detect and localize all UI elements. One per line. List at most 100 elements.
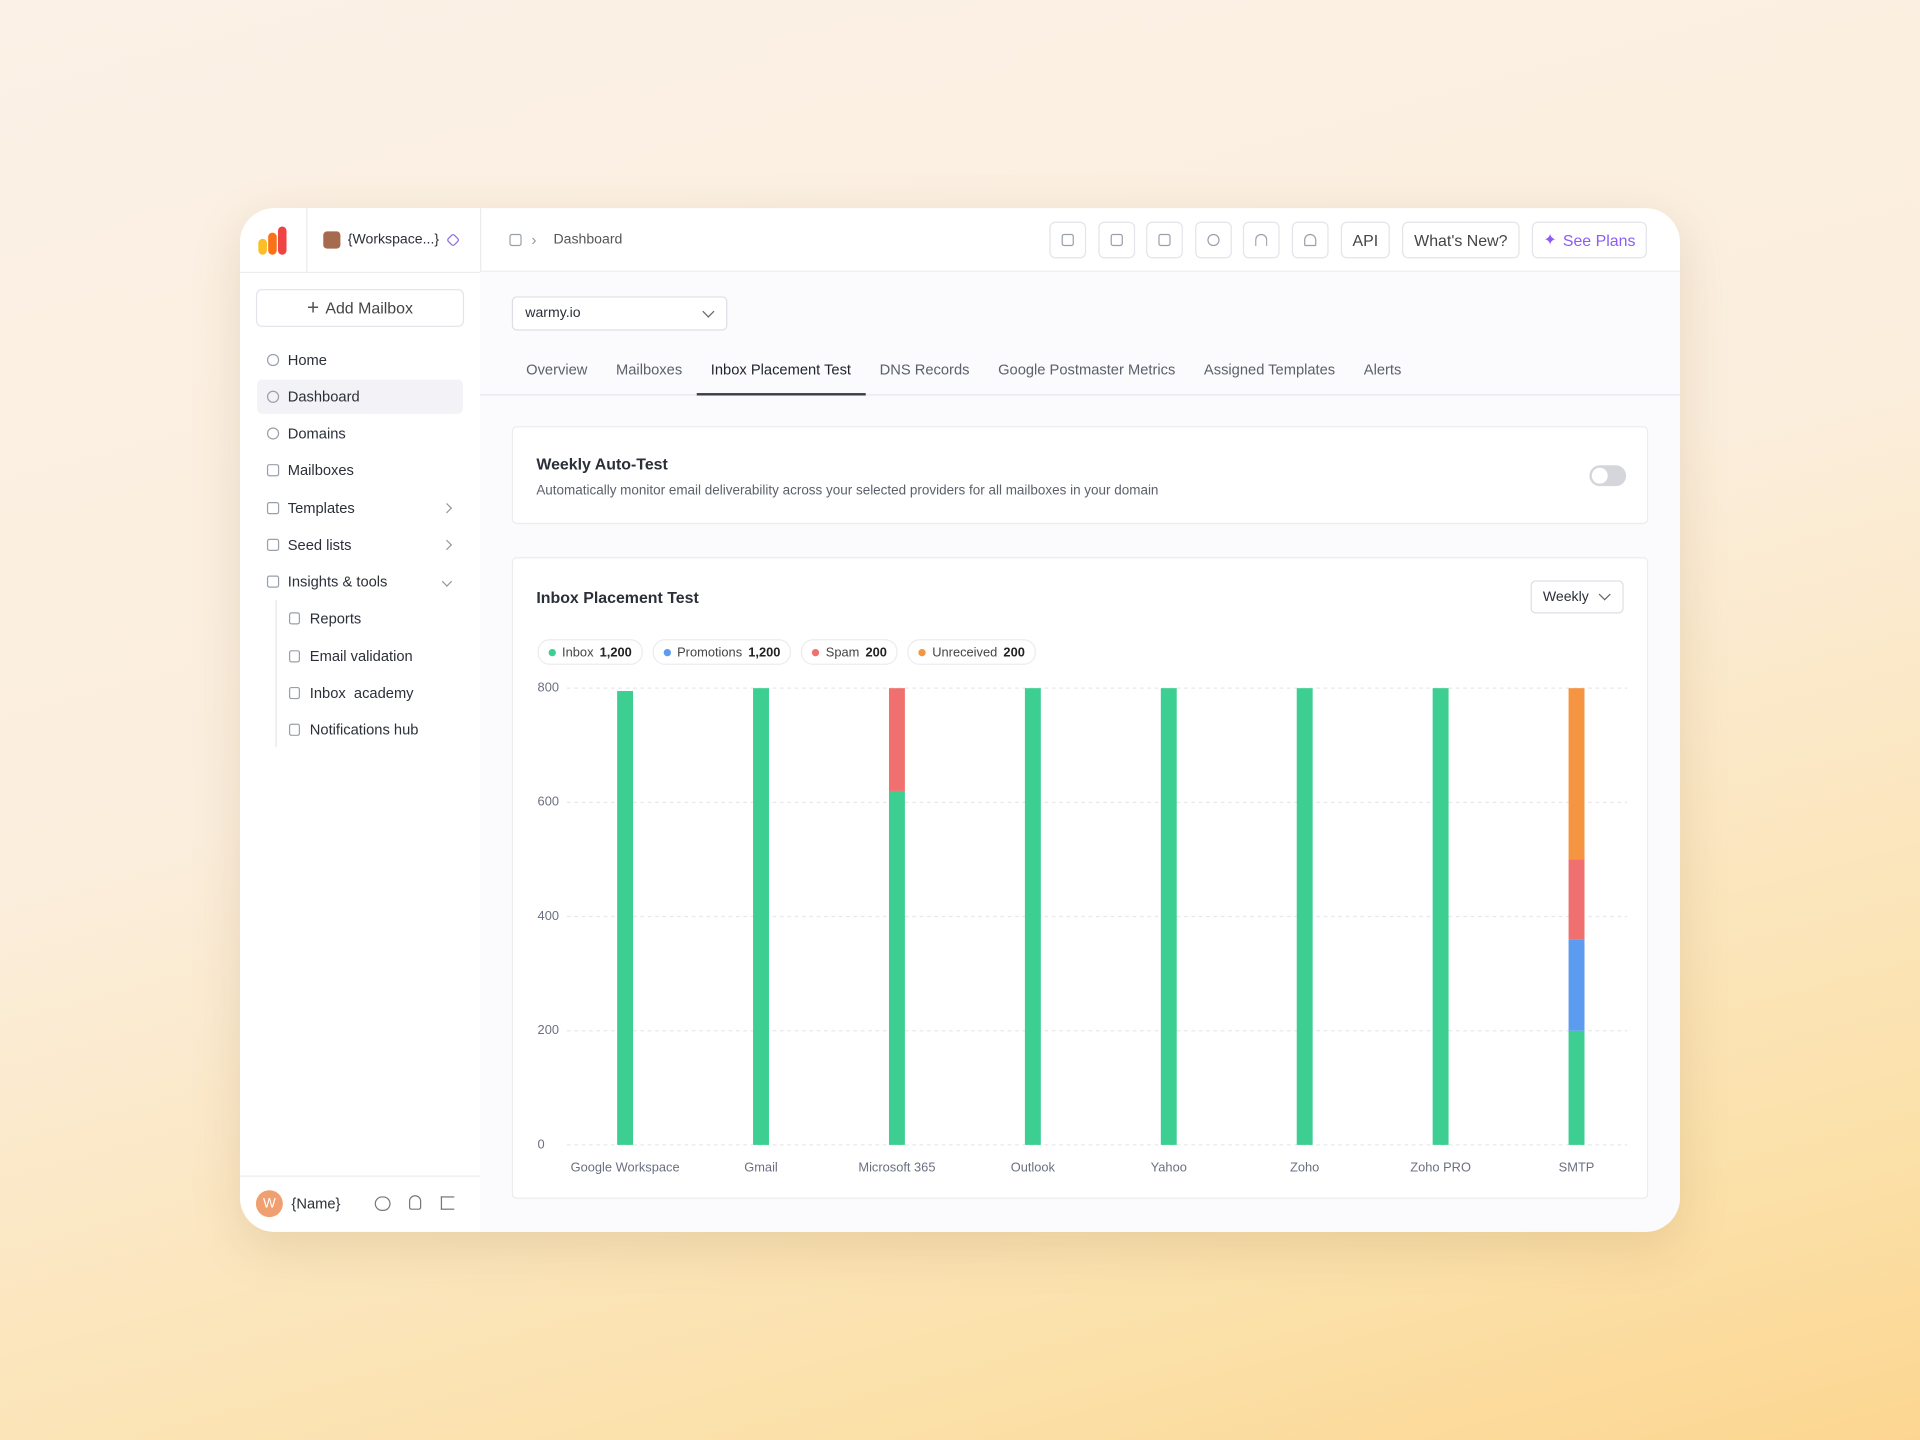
sub-nav-item[interactable]: Inbox academy: [309, 684, 414, 702]
legend-dot: [812, 648, 820, 656]
announce-button[interactable]: [1098, 221, 1136, 259]
bar-segment: [1568, 939, 1585, 1031]
tab[interactable]: Mailboxes: [616, 361, 683, 379]
logo: [258, 226, 287, 255]
tab[interactable]: Inbox Placement Test: [696, 355, 866, 396]
nav-item[interactable]: Templates: [287, 499, 355, 517]
notifications-button[interactable]: [1291, 221, 1329, 259]
sub-nav-icon: [288, 650, 301, 663]
x-tick-label: Gmail: [744, 1160, 778, 1175]
logout-icon[interactable]: [440, 1196, 455, 1210]
support-button[interactable]: [1242, 221, 1280, 259]
bar-segment: [617, 691, 634, 1145]
period-select[interactable]: Weekly: [1530, 580, 1624, 614]
theme-button[interactable]: [1195, 221, 1232, 259]
user-name: {Name}: [291, 1195, 341, 1213]
user-avatar: W: [255, 1190, 283, 1218]
legend-name: Inbox: [562, 644, 594, 660]
add-mailbox-button[interactable]: + Add Mailbox: [255, 288, 465, 327]
legend-total: 1,200: [599, 644, 632, 660]
domain-select[interactable]: warmy.io: [511, 296, 728, 331]
x-tick-label: SMTP: [1559, 1160, 1595, 1175]
bar-segment: [888, 688, 905, 791]
icon: [1110, 233, 1123, 247]
bar-segment: [1432, 688, 1449, 1145]
auto-test-card: Weekly Auto-Test Automatically monitor e…: [511, 426, 1649, 525]
legend-item[interactable]: Unreceived 200: [907, 639, 1036, 665]
whats-new-button[interactable]: What's New?: [1402, 221, 1520, 259]
x-tick-label: Microsoft 365: [858, 1160, 935, 1175]
see-plans-label: See Plans: [1562, 230, 1636, 250]
sub-nav-item[interactable]: Reports: [309, 609, 362, 627]
docs-button[interactable]: [1146, 221, 1183, 259]
chat-icon[interactable]: [374, 1196, 391, 1212]
period-value: Weekly: [1542, 590, 1589, 605]
nav-item[interactable]: Mailboxes: [287, 461, 354, 479]
nav-item[interactable]: Seed lists: [287, 536, 352, 554]
sidebar: {Workspace...} + Add Mailbox W {Name} Hom…: [240, 208, 482, 1232]
bar-segment: [1160, 688, 1177, 1145]
icon: [1304, 233, 1317, 247]
chevron: [702, 305, 715, 318]
legend-dot: [548, 648, 556, 656]
profile-icon[interactable]: [408, 1195, 422, 1210]
bar-segment: [1568, 688, 1585, 860]
nav-icon: [266, 353, 280, 367]
nav-chevron: [441, 502, 453, 514]
y-tick-label: 800: [538, 680, 559, 695]
api-button[interactable]: API: [1340, 221, 1390, 259]
home-icon[interactable]: [509, 233, 522, 247]
sub-nav-item[interactable]: Email validation: [309, 647, 413, 665]
legend-item[interactable]: Spam 200: [801, 639, 898, 665]
chart: 0 200 400 600 800 Google Workspace Gmail Micros…: [538, 680, 1628, 1175]
chart-card: Inbox Placement Test Weekly Inbox 1,200 Pr…: [511, 557, 1649, 1199]
legend-total: 1,200: [748, 644, 781, 660]
x-tick-label: Outlook: [1011, 1160, 1056, 1175]
nav-item[interactable]: Home: [287, 351, 327, 369]
chart-title: Inbox Placement Test: [536, 588, 699, 607]
sub-nav-icon: [288, 612, 301, 625]
tab[interactable]: Google Postmaster Metrics: [998, 361, 1176, 379]
plus-icon: +: [307, 295, 320, 319]
add-mailbox-label: Add Mailbox: [325, 298, 413, 318]
nav-chevron: [441, 576, 453, 587]
sub-nav-icon: [288, 723, 301, 736]
nav-item[interactable]: Domains: [287, 424, 346, 443]
nav-icon: [266, 390, 280, 403]
tab[interactable]: Alerts: [1363, 361, 1402, 379]
nav-item[interactable]: Dashboard: [287, 388, 360, 406]
auto-test-toggle[interactable]: [1589, 465, 1627, 487]
icon: [1207, 233, 1220, 247]
breadcrumb[interactable]: Dashboard: [553, 232, 623, 248]
see-plans-button[interactable]: ✦ See Plans: [1531, 221, 1647, 259]
top-bar: › Dashboard API What's New? ✦ See Plans: [480, 208, 1681, 272]
auto-test-title: Weekly Auto-Test: [536, 454, 668, 474]
sub-nav-item[interactable]: Notifications hub: [309, 721, 419, 739]
icon: [1061, 233, 1074, 247]
y-tick-label: 200: [538, 1022, 559, 1037]
legend-item[interactable]: Inbox 1,200: [537, 639, 643, 665]
auto-test-description: Automatically monitor email deliverabili…: [536, 483, 1159, 499]
gift-button[interactable]: [1049, 221, 1087, 259]
legend: Inbox 1,200 Promotions 1,200 Spam 200 Unreceiv…: [537, 639, 1036, 665]
bar-segment: [1568, 1030, 1585, 1145]
legend-item[interactable]: Promotions 1,200: [652, 639, 792, 665]
nav-active-bg: [257, 379, 463, 414]
x-tick-label: Yahoo: [1151, 1160, 1187, 1175]
workspace-switch[interactable]: [446, 233, 460, 247]
nav-icon: [266, 575, 280, 588]
divider: [240, 1175, 481, 1177]
x-tick-label: Zoho PRO: [1410, 1160, 1471, 1175]
nav-item[interactable]: Insights & tools: [287, 573, 388, 591]
legend-name: Unreceived: [932, 644, 998, 660]
tab[interactable]: DNS Records: [879, 361, 970, 379]
sparkle-icon: ✦: [1543, 230, 1557, 249]
domain-value: warmy.io: [525, 306, 581, 321]
tab[interactable]: Overview: [526, 361, 588, 379]
icon: [1158, 233, 1171, 247]
tab[interactable]: Assigned Templates: [1203, 361, 1336, 379]
workspace-name[interactable]: {Workspace...}: [347, 232, 440, 248]
bar-segment: [1296, 688, 1313, 1145]
